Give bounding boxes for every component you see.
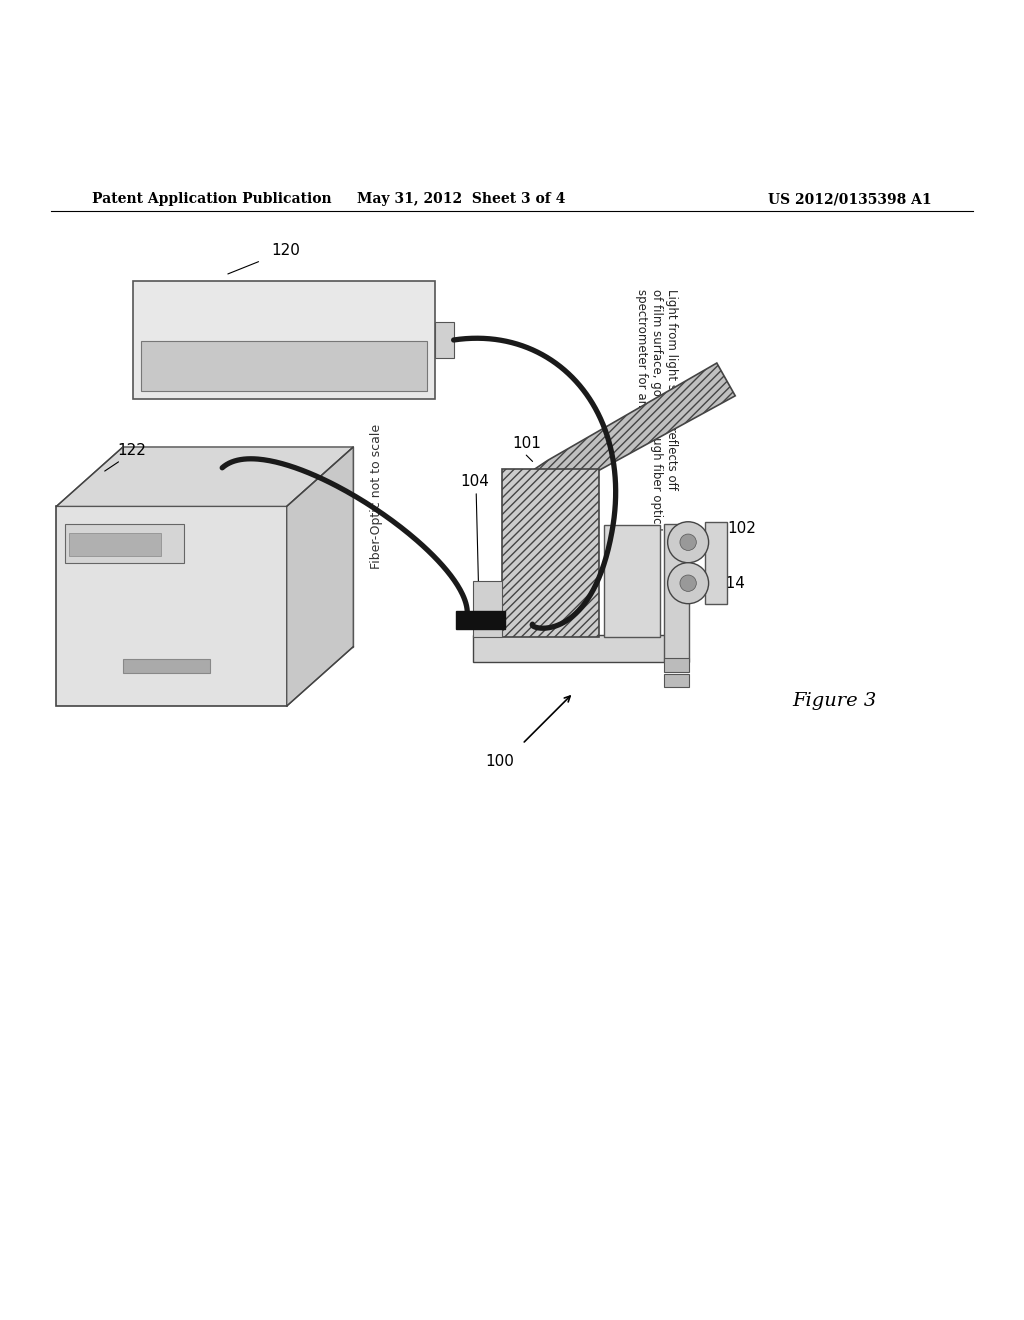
- Bar: [65, 524, 184, 562]
- Bar: [604, 525, 660, 638]
- Bar: [473, 581, 502, 638]
- Text: 122: 122: [118, 444, 146, 458]
- Bar: [473, 635, 688, 663]
- Polygon shape: [532, 363, 735, 491]
- Circle shape: [680, 576, 696, 591]
- Polygon shape: [56, 447, 353, 507]
- Bar: [664, 657, 689, 672]
- Bar: [123, 447, 353, 647]
- Bar: [69, 533, 161, 556]
- Circle shape: [668, 521, 709, 562]
- Bar: [664, 524, 689, 663]
- Text: Patent Application Publication: Patent Application Publication: [92, 191, 332, 206]
- Bar: [705, 521, 727, 603]
- Text: Figure 3: Figure 3: [793, 692, 877, 710]
- Text: 114: 114: [717, 576, 745, 591]
- Bar: [133, 281, 435, 399]
- Circle shape: [668, 562, 709, 603]
- Bar: [664, 675, 689, 686]
- Bar: [435, 322, 454, 358]
- Text: 120: 120: [271, 243, 300, 257]
- Bar: [456, 611, 505, 630]
- Text: Light from light source reflects off
of film surface, goes through fiber optic t: Light from light source reflects off of …: [635, 289, 678, 540]
- Text: 104: 104: [461, 474, 489, 488]
- Bar: [123, 659, 211, 673]
- Bar: [141, 342, 427, 391]
- Circle shape: [680, 535, 696, 550]
- Text: Fiber-Optic not to scale: Fiber-Optic not to scale: [371, 424, 383, 569]
- Text: US 2012/0135398 A1: US 2012/0135398 A1: [768, 191, 932, 206]
- Bar: [502, 469, 599, 638]
- Bar: [56, 507, 287, 706]
- Text: 102: 102: [727, 521, 756, 536]
- Text: 101: 101: [512, 436, 541, 451]
- Text: 100: 100: [485, 754, 514, 770]
- Polygon shape: [287, 447, 353, 706]
- Text: May 31, 2012  Sheet 3 of 4: May 31, 2012 Sheet 3 of 4: [356, 191, 565, 206]
